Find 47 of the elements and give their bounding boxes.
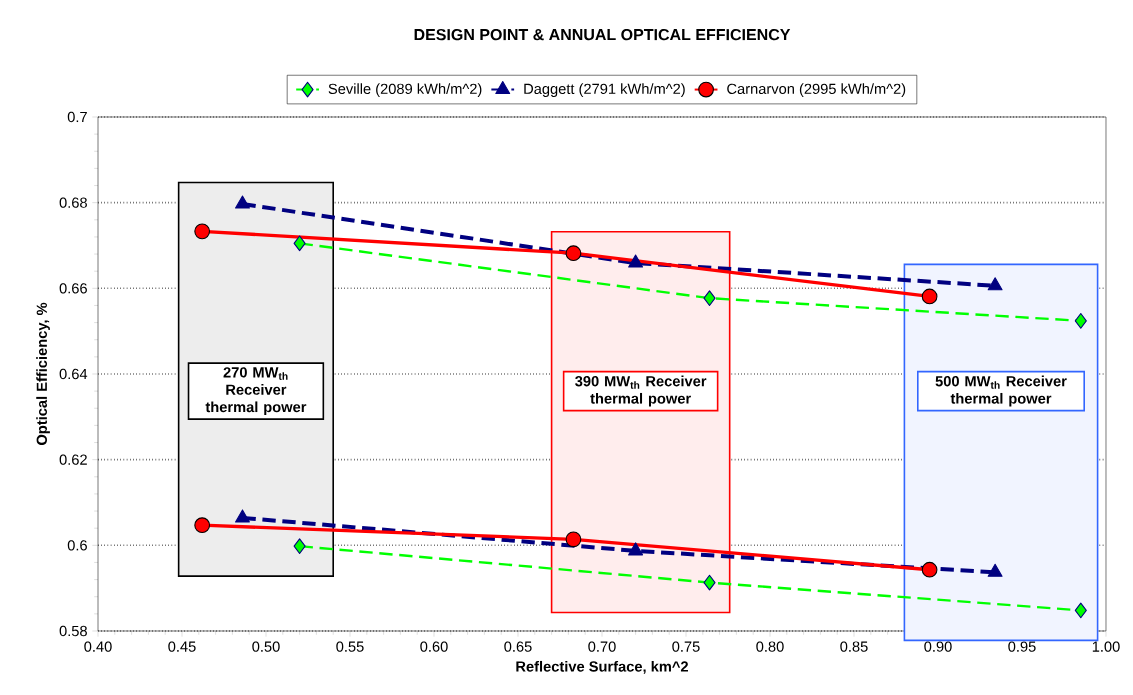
x-tick-label: 0.90 [924, 641, 952, 652]
x-tick-label: 0.50 [252, 641, 280, 652]
point [235, 509, 250, 523]
band-label: 270 MW$_{th}$ Receiver thermal power [205, 367, 307, 416]
point [1074, 313, 1087, 329]
x-tick-label: 0.45 [168, 641, 196, 652]
point [194, 223, 211, 240]
y-axis-title: Optical Efficiency, % [36, 302, 50, 445]
x-tick-label: 0.55 [336, 641, 364, 652]
y-tick-label: 0.6 [67, 540, 87, 551]
point [1074, 602, 1087, 619]
point [194, 517, 211, 534]
x-tick-label: 0.65 [504, 641, 532, 652]
x-tick-label: 0.85 [840, 641, 868, 652]
legend-label: Daggett (2791 kWh/m^2) [524, 83, 685, 97]
chart-title: DESIGN POINT & ANNUAL OPTICAL EFFICIENCY [414, 28, 791, 41]
legend-label: Seville (2089 kWh/m^2) [328, 83, 482, 97]
y-tick-label: 0.58 [59, 625, 87, 637]
point [921, 561, 938, 578]
point [703, 290, 716, 307]
x-tick-label: 0.95 [1008, 641, 1036, 652]
x-tick-label: 0.70 [588, 641, 616, 652]
band-label: 390 MW$_{th}$ Receiver thermal power [575, 375, 707, 407]
point [235, 195, 250, 209]
x-tick-label: 0.75 [672, 641, 700, 652]
point [628, 542, 644, 556]
point [987, 277, 1003, 291]
x-axis-title: Reflective Surface, km^2 [516, 660, 689, 674]
y-tick-label: 0.66 [59, 283, 87, 294]
point [293, 235, 306, 252]
point [987, 563, 1003, 577]
x-tick-label: 1.00 [1092, 641, 1120, 652]
x-tick-label: 0.80 [756, 641, 784, 652]
y-tick-label: 0.64 [59, 368, 88, 380]
x-tick-label: 0.60 [420, 641, 448, 652]
point [628, 254, 644, 268]
point [565, 531, 582, 548]
x-tick-label: 0.40 [84, 641, 112, 652]
legend-label: Carnarvon (2995 kWh/m^2) [727, 83, 906, 97]
point [921, 288, 938, 305]
point [565, 245, 582, 262]
point [703, 574, 716, 591]
y-tick-label: 0.62 [59, 454, 87, 465]
y-tick-label: 0.7 [67, 111, 87, 123]
y-tick-label: 0.68 [59, 197, 87, 208]
band-label: 500 MW$_{th}$ Receiver thermal power [935, 375, 1067, 407]
point [293, 538, 306, 555]
